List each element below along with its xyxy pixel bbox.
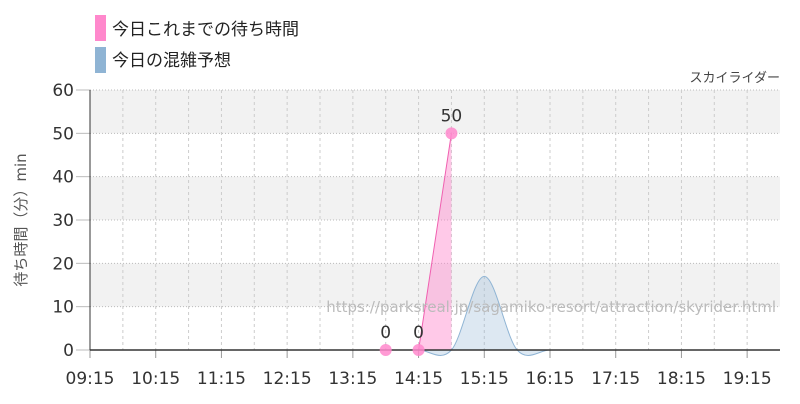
x-tick-label: 18:15 xyxy=(657,369,706,389)
y-tick-label: 30 xyxy=(52,211,74,231)
legend: 今日これまでの待ち時間 今日の混雑予想 xyxy=(95,15,299,73)
y-axis-label: 待ち時間（分）min xyxy=(12,153,30,286)
grid-band xyxy=(90,263,780,307)
x-tick-label: 13:15 xyxy=(328,369,377,389)
y-tick-label: 0 xyxy=(63,341,74,361)
x-tick-label: 17:15 xyxy=(591,369,640,389)
legend-swatch-actual xyxy=(95,15,106,41)
data-label: 0 xyxy=(413,323,424,343)
y-tick-label: 40 xyxy=(52,168,74,188)
watermark-url: https://parksreal.jp/sagamiko-resort/att… xyxy=(326,298,776,316)
legend-label-forecast: 今日の混雑予想 xyxy=(112,51,231,71)
legend-swatch-forecast xyxy=(95,47,106,73)
grid-band xyxy=(90,176,780,220)
x-tick-label: 14:15 xyxy=(394,369,443,389)
x-tick-label: 15:15 xyxy=(460,369,509,389)
x-tick-label: 12:15 xyxy=(263,369,312,389)
actual-area xyxy=(385,133,452,350)
x-tick-label: 11:15 xyxy=(197,369,246,389)
data-point xyxy=(379,344,392,356)
grid-band xyxy=(90,90,780,134)
chart-title: スカイライダー xyxy=(690,71,780,86)
x-tick-label: 16:15 xyxy=(526,369,575,389)
x-tick-label: 10:15 xyxy=(131,369,180,389)
y-tick-label: 10 xyxy=(52,298,74,318)
data-point xyxy=(412,344,425,356)
data-point xyxy=(445,127,458,140)
data-label: 0 xyxy=(380,323,391,343)
data-label: 50 xyxy=(441,106,463,126)
x-tick-label: 09:15 xyxy=(66,369,115,389)
y-tick-label: 50 xyxy=(52,124,74,144)
x-tick-label: 19:15 xyxy=(723,369,772,389)
y-tick-label: 20 xyxy=(52,254,74,274)
legend-label-actual: 今日これまでの待ち時間 xyxy=(112,20,299,40)
y-tick-label: 60 xyxy=(52,81,74,101)
